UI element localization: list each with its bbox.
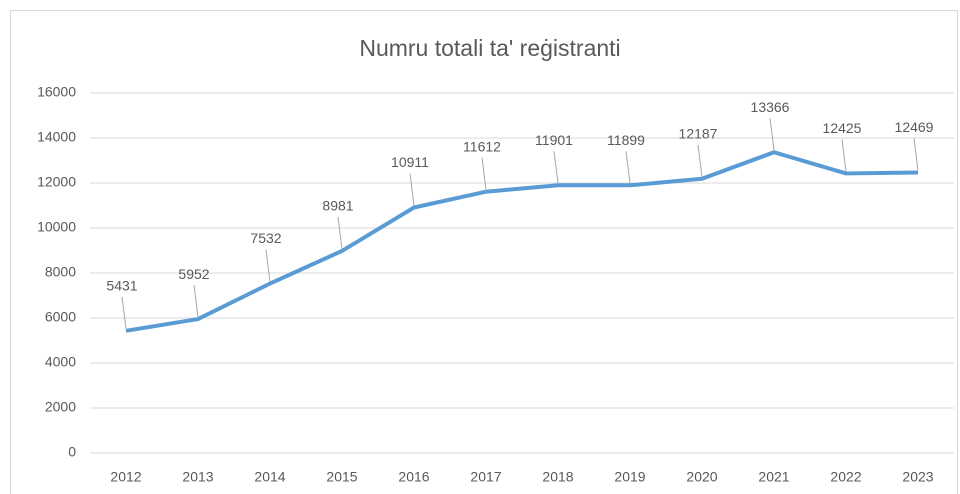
y-tick-label: 8000 xyxy=(45,264,76,280)
leader-line xyxy=(265,249,271,282)
x-tick-label: 2017 xyxy=(470,469,501,485)
x-tick-label: 2012 xyxy=(110,469,141,485)
data-label: 8981 xyxy=(322,198,353,214)
data-label: 7532 xyxy=(250,230,281,246)
data-label: 10911 xyxy=(391,154,429,170)
leader-line xyxy=(121,296,127,329)
leader-line xyxy=(913,138,919,171)
x-tick-label: 2016 xyxy=(398,469,429,485)
data-label: 11612 xyxy=(463,138,501,154)
y-tick-label: 4000 xyxy=(45,354,76,370)
y-tick-label: 16000 xyxy=(37,84,76,100)
leader-line xyxy=(553,151,559,184)
y-tick-label: 12000 xyxy=(37,174,76,190)
x-tick-label: 2023 xyxy=(902,469,933,485)
y-tick-label: 6000 xyxy=(45,309,76,325)
leader-line xyxy=(769,118,775,151)
x-tick-label: 2013 xyxy=(182,469,213,485)
y-tick-label: 2000 xyxy=(45,399,76,415)
y-tick-label: 14000 xyxy=(37,129,76,145)
x-tick-label: 2020 xyxy=(686,469,717,485)
leader-line xyxy=(625,151,631,184)
data-label: 13366 xyxy=(751,99,790,115)
chart-frame xyxy=(10,10,958,494)
y-tick-label: 10000 xyxy=(37,219,76,235)
leader-line xyxy=(409,173,415,206)
x-tick-label: 2014 xyxy=(254,469,285,485)
leader-line xyxy=(697,144,703,177)
x-tick-label: 2019 xyxy=(614,469,645,485)
data-label: 11901 xyxy=(535,132,573,148)
x-tick-label: 2022 xyxy=(830,469,861,485)
leader-line xyxy=(337,216,343,249)
chart-title: Numru totali ta' reġistranti xyxy=(359,35,620,61)
data-line xyxy=(125,150,919,333)
leader-line xyxy=(841,139,847,172)
leader-line xyxy=(481,157,487,190)
x-tick-label: 2018 xyxy=(542,469,573,485)
data-label: 12425 xyxy=(823,120,862,136)
data-label: 5952 xyxy=(178,266,209,282)
x-tick-label: 2015 xyxy=(326,469,357,485)
data-label: 12469 xyxy=(895,119,934,135)
data-label: 11899 xyxy=(607,132,645,148)
data-label: 5431 xyxy=(106,278,137,294)
leader-line xyxy=(193,285,199,318)
x-tick-label: 2021 xyxy=(758,469,789,485)
y-tick-label: 0 xyxy=(68,444,76,460)
data-label: 12187 xyxy=(679,125,718,141)
